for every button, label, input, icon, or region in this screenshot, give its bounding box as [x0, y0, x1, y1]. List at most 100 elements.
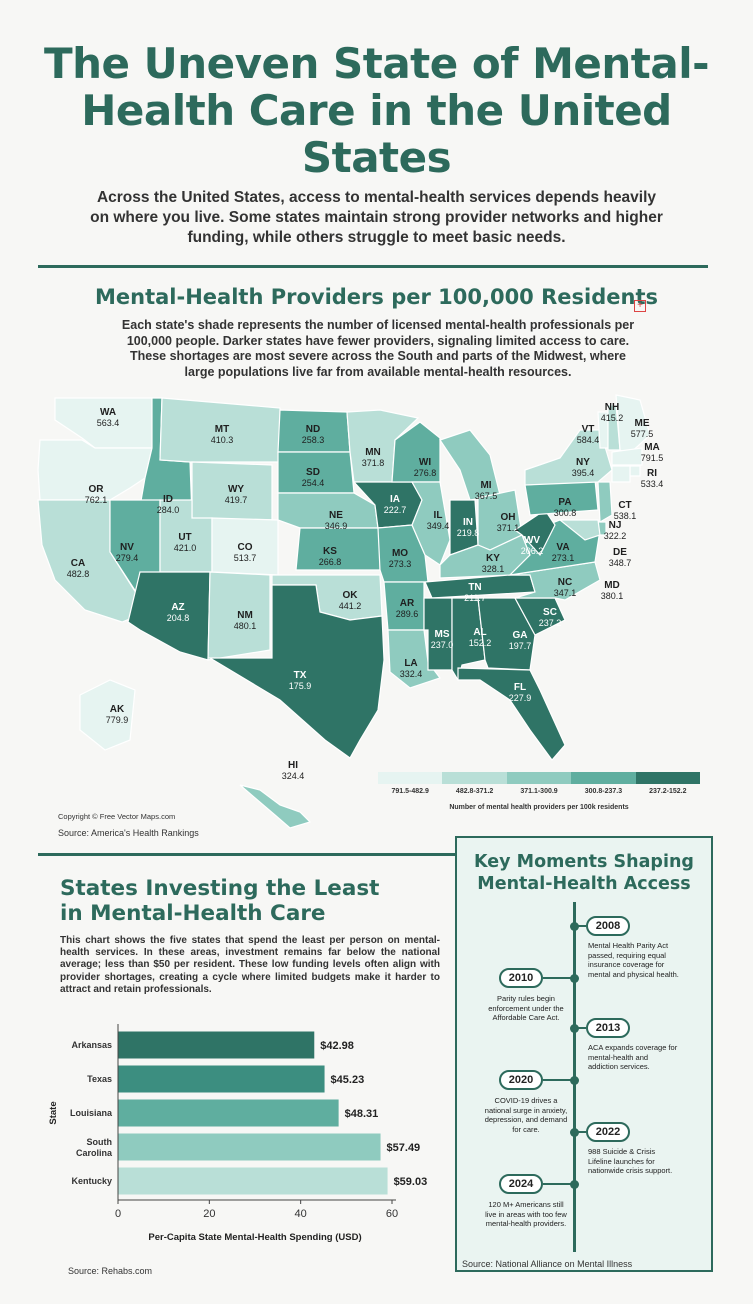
legend-swatch-4 — [571, 772, 636, 784]
plus-icon[interactable]: + — [634, 300, 646, 312]
state-value-wv: 206.2 — [521, 546, 544, 556]
timeline-connector — [543, 1183, 571, 1185]
legend-label: 482.8-371.2 — [455, 788, 494, 795]
state-me — [615, 394, 651, 456]
state-value-ne: 346.9 — [325, 521, 348, 531]
data-label: $48.31 — [345, 1108, 379, 1120]
state-label-ia: IA — [390, 494, 400, 505]
state-value-mo: 273.3 — [389, 559, 412, 569]
state-label-de: DE — [613, 547, 627, 558]
timeline-connector — [576, 925, 586, 927]
x-tick-label: 60 — [386, 1208, 398, 1220]
state-ak — [79, 679, 136, 751]
bars-title: States Investing the Least in Mental-Hea… — [60, 876, 380, 926]
data-label: $59.03 — [394, 1176, 428, 1188]
legend-label: 300.8-237.3 — [584, 788, 623, 795]
bar — [118, 1133, 381, 1161]
map-copyright: Copyright © Free Vector Maps.com — [58, 812, 176, 821]
state-value-id: 284.0 — [157, 505, 180, 515]
state-label-or: OR — [89, 484, 105, 495]
timeline-panel — [455, 836, 713, 1272]
x-tick-label: 40 — [295, 1208, 307, 1220]
state-label-fl: FL — [514, 682, 526, 693]
state-label-ky: KY — [486, 553, 500, 564]
state-label-tn: TN — [468, 582, 481, 593]
state-value-vt: 584.4 — [577, 435, 600, 445]
state-il — [410, 481, 451, 566]
state-label-sd: SD — [306, 467, 320, 478]
state-value-oh: 371.1 — [497, 523, 520, 533]
state-value-de: 348.7 — [609, 558, 632, 568]
year-2020: 2020 — [499, 1070, 543, 1090]
event-2024: 120 M+ Americans still live in areas wit… — [485, 1200, 567, 1228]
state-value-pa: 300.8 — [554, 508, 577, 518]
state-value-ks: 266.8 — [319, 557, 342, 567]
state-label-ny: NY — [576, 457, 590, 468]
state-value-nh: 415.2 — [601, 413, 624, 423]
state-label-mt: MT — [215, 424, 229, 435]
year-2022: 2022 — [586, 1122, 630, 1142]
timeline-dot — [570, 1180, 579, 1189]
state-value-md: 380.1 — [601, 591, 624, 601]
state-value-mt: 410.3 — [211, 435, 234, 445]
timeline-dot — [570, 1128, 579, 1137]
state-value-il: 349.4 — [427, 521, 450, 531]
state-label-wa: WA — [100, 407, 116, 418]
state-label-ri: RI — [647, 468, 657, 479]
state-label-me: ME — [635, 418, 650, 429]
state-nc — [509, 561, 601, 601]
state-label-ut: UT — [178, 532, 191, 543]
state-value-ma: 791.5 — [641, 453, 664, 463]
state-md — [558, 519, 601, 541]
legend-label: 791.5-482.9 — [391, 788, 429, 795]
state-value-sd: 254.4 — [302, 478, 325, 488]
state-value-ny: 395.4 — [572, 468, 595, 478]
state-value-ok: 441.2 — [339, 601, 362, 611]
state-value-fl: 227.9 — [509, 693, 532, 703]
bar — [118, 1065, 325, 1093]
category-label: South — [87, 1137, 113, 1147]
state-value-ms: 237.0 — [431, 640, 454, 650]
state-value-nm: 480.1 — [234, 621, 257, 631]
state-value-al: 152.2 — [469, 638, 492, 648]
state-value-ut: 421.0 — [174, 543, 197, 553]
state-value-sc: 237.2 — [539, 618, 562, 628]
state-label-la: LA — [404, 658, 417, 669]
state-hi — [239, 784, 312, 829]
state-label-nh: NH — [605, 402, 619, 413]
divider — [38, 853, 458, 856]
state-ny — [524, 429, 613, 486]
timeline-connector — [576, 1027, 586, 1029]
state-label-ct: CT — [618, 500, 631, 511]
bar — [118, 1099, 339, 1127]
category-label: Texas — [87, 1074, 112, 1084]
state-label-id: ID — [163, 494, 173, 505]
map-description: Each state's shade represents the number… — [121, 318, 635, 379]
category-label: Kentucky — [71, 1176, 112, 1186]
state-value-nd: 258.3 — [302, 435, 325, 445]
state-label-in: IN — [463, 517, 473, 528]
state-label-va: VA — [556, 542, 569, 553]
state-nj — [597, 481, 613, 524]
state-value-mi: 367.5 — [475, 491, 498, 501]
state-label-nc: NC — [558, 577, 572, 588]
x-tick-label: 20 — [203, 1208, 215, 1220]
state-fl — [457, 667, 566, 761]
legend-swatch-2 — [442, 772, 507, 784]
state-value-ia: 222.7 — [384, 505, 407, 515]
state-label-pa: PA — [558, 497, 571, 508]
state-label-oh: OH — [501, 512, 516, 523]
state-nm — [207, 571, 271, 661]
state-value-ak: 779.9 — [106, 715, 129, 725]
state-label-ok: OK — [343, 590, 359, 601]
timeline-connector — [543, 1079, 571, 1081]
state-label-ma: MA — [644, 442, 660, 453]
state-label-co: CO — [238, 542, 253, 553]
data-label: $57.49 — [387, 1142, 421, 1154]
data-label: $42.98 — [320, 1040, 354, 1052]
bar — [118, 1167, 388, 1195]
map-legend — [378, 772, 701, 784]
year-2013: 2013 — [586, 1018, 630, 1038]
year-2024: 2024 — [499, 1174, 543, 1194]
